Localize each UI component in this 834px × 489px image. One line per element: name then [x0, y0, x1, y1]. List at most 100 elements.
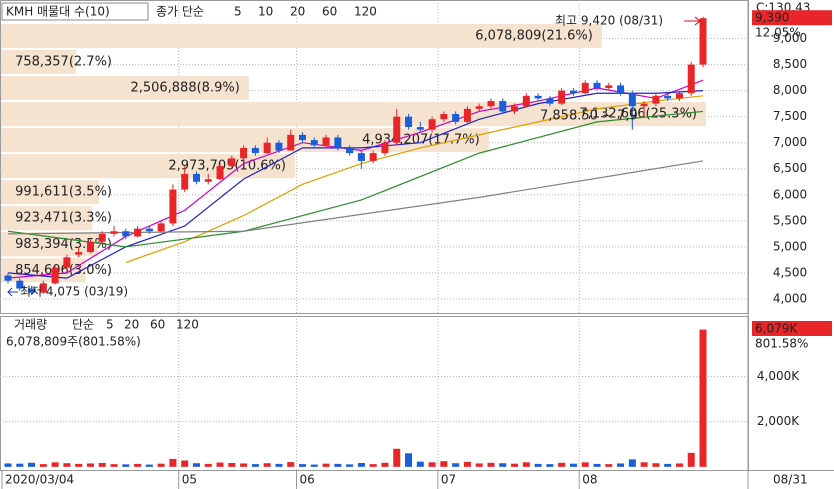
candle-body	[4, 275, 12, 281]
candle-body	[357, 153, 365, 161]
candle-body	[216, 166, 224, 180]
candle-body	[534, 95, 542, 99]
volume-bar	[640, 462, 648, 467]
volume-bar	[593, 463, 601, 467]
candle-body	[86, 241, 94, 253]
volume-bar	[157, 463, 165, 467]
candle-body	[428, 119, 436, 130]
chart-title: KMH 매물대 수(10)	[6, 5, 110, 19]
volume-bar	[617, 463, 625, 467]
profile-label: 991,611(3.5%)	[15, 185, 112, 200]
volume-bar	[216, 462, 224, 467]
candle-body	[287, 134, 295, 151]
volume-bar	[534, 463, 542, 467]
volume-bar	[169, 458, 177, 467]
legend-entry: 5	[234, 5, 242, 19]
candle-body	[593, 82, 601, 89]
legend-entry: 60	[322, 5, 337, 19]
profile-label: 2,973,705(10.6%)	[168, 159, 286, 174]
volume-bar	[499, 463, 507, 467]
title-box	[1, 2, 149, 21]
y-tick-label: 4,000K	[757, 369, 800, 383]
candle-body	[675, 93, 683, 99]
candle-body	[275, 142, 283, 151]
candle-body	[558, 90, 566, 104]
y-tick-label: 8,500	[773, 57, 807, 71]
candle-body	[51, 267, 59, 284]
volume-bar	[16, 463, 24, 467]
volume-bar	[63, 463, 71, 467]
profile-bar	[1, 23, 602, 48]
x-tick-label: 05	[182, 473, 197, 487]
volume-title: 거래량	[14, 318, 47, 332]
volume-bar	[346, 464, 354, 467]
volume-bar	[416, 461, 424, 467]
candle-body	[334, 137, 342, 148]
volume-bar	[98, 463, 106, 467]
volume-bar	[393, 448, 401, 467]
volume-bar	[369, 464, 377, 467]
candle-body	[263, 142, 271, 154]
low-annotation: 최저 4,075 (03/19)	[20, 285, 128, 299]
y-tick-label: 6,000	[773, 187, 807, 201]
volume-bar	[263, 463, 271, 467]
volume-bar	[357, 463, 365, 467]
volume-bar	[310, 464, 318, 467]
volume-info: 6,078,809주(801.58%)	[6, 335, 141, 349]
candle-body	[381, 142, 389, 154]
volume-bar	[110, 464, 118, 467]
candle-body	[134, 228, 142, 237]
volume-bar	[522, 462, 530, 467]
candle-body	[405, 116, 413, 128]
candle-body	[499, 101, 507, 112]
y-tick-label: 5,000	[773, 239, 807, 253]
candle-body	[522, 95, 530, 107]
volume-bar	[322, 463, 330, 467]
volume-bar	[287, 462, 295, 467]
candle-body	[251, 147, 259, 154]
last-price-box	[752, 10, 832, 26]
candle-body	[228, 158, 236, 167]
range-annotation: 7,858.50 ~ 7,9	[540, 109, 638, 124]
volume-bar	[699, 329, 707, 467]
volume-bar	[452, 463, 460, 467]
low-arrow	[7, 287, 18, 297]
candle-body	[98, 233, 106, 242]
candle-body	[628, 93, 636, 107]
volume-bar	[299, 464, 306, 467]
high-arrow	[684, 16, 701, 26]
volume-bar	[652, 463, 660, 467]
volume-bar	[86, 463, 94, 467]
candle-body	[169, 189, 177, 224]
candle-body	[546, 98, 554, 104]
profile-label: 4,934,207(17.7%)	[362, 133, 480, 148]
volume-bar	[4, 463, 12, 467]
volume-bar	[628, 459, 636, 467]
volume-bar	[181, 460, 189, 467]
y-tick-label: 9,000	[773, 31, 807, 45]
volume-bar	[240, 463, 248, 467]
candle-body	[463, 108, 471, 122]
candle-body	[28, 288, 36, 293]
candle-body	[664, 95, 672, 99]
volume-change: 801.58%	[755, 337, 808, 351]
legend-title: 종가 단순	[156, 5, 204, 19]
volume-bar	[192, 463, 200, 467]
volume-bar	[204, 463, 212, 467]
volume-bar	[428, 462, 436, 467]
change: 12.05%	[755, 26, 801, 40]
volume-bar	[334, 463, 342, 467]
candle-body	[310, 140, 318, 146]
candle-body	[75, 252, 83, 255]
volume-bar	[75, 463, 83, 467]
volume-bar	[28, 462, 36, 467]
profile-bar	[1, 49, 76, 74]
volume-bar	[463, 461, 471, 467]
volume-bar	[440, 461, 448, 467]
candle-body	[369, 153, 377, 161]
candle-body	[452, 114, 460, 122]
y-tick-label: 4,500	[773, 265, 807, 279]
candle-body	[322, 137, 330, 146]
profile-label: 2,506,888(8.9%)	[130, 81, 239, 96]
